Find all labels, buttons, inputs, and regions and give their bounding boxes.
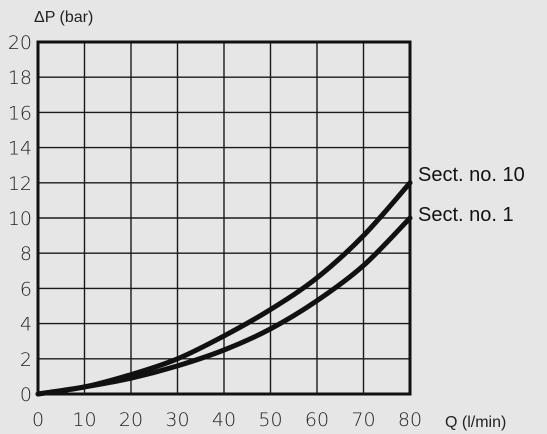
x-tick-label: 20: [119, 409, 143, 431]
grid: [37, 41, 411, 395]
y-axis-label: ΔP (bar): [34, 9, 93, 26]
series-line-1: [35, 215, 413, 397]
x-tick-label: 60: [305, 409, 329, 431]
series-label-sect-10: Sect. no. 10: [418, 164, 525, 186]
x-tick-label: 0: [32, 409, 44, 431]
y-tick-label: 16: [8, 102, 32, 124]
x-tick-label: 40: [212, 409, 236, 431]
x-tick-label: 10: [72, 409, 96, 431]
y-tick-label: 2: [20, 349, 32, 371]
x-tick-label: 70: [351, 409, 375, 431]
plot-frame: [36, 40, 412, 396]
y-tick-label: 20: [8, 32, 32, 54]
x-tick-label: 80: [398, 409, 422, 431]
y-tick-labels: 0 2 4 6 8 10 12 14 16 18 20: [8, 32, 32, 406]
series-label-sect-1: Sect. no. 1: [418, 204, 514, 226]
y-tick-label: 0: [20, 384, 32, 406]
y-tick-label: 14: [8, 138, 32, 160]
y-tick-label: 8: [20, 243, 32, 265]
x-axis-label: Q (l/min): [445, 414, 506, 431]
series-curves: [35, 180, 413, 397]
y-tick-label: 12: [8, 173, 32, 195]
y-tick-label: 10: [8, 208, 32, 230]
x-tick-label: 30: [165, 409, 189, 431]
y-tick-label: 6: [20, 278, 32, 300]
x-tick-labels: 0 10 20 30 40 50 60 70 80: [32, 409, 422, 431]
x-tick-label: 50: [258, 409, 282, 431]
y-tick-label: 18: [8, 67, 32, 89]
y-tick-label: 4: [20, 314, 32, 336]
